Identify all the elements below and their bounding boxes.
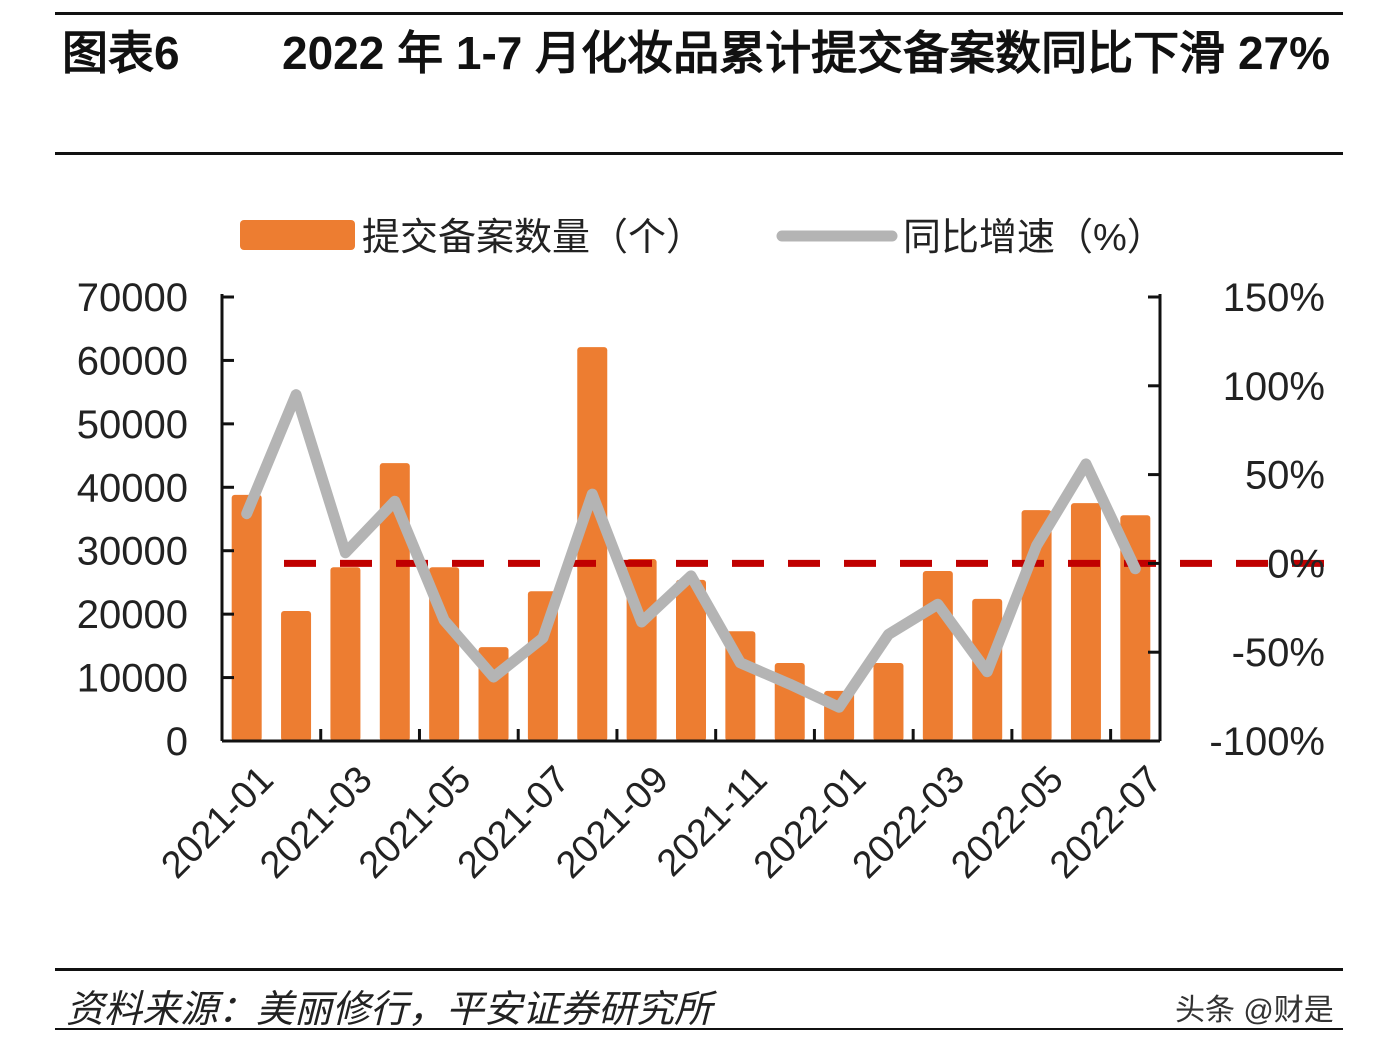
right-tick-label: -100% bbox=[1209, 720, 1325, 764]
left-tick-label: 70000 bbox=[77, 276, 188, 320]
growth-point-2021-09 bbox=[640, 621, 643, 624]
left-tick-label: 50000 bbox=[77, 403, 188, 447]
source-note: 资料来源：美丽修行，平安证券研究所 bbox=[66, 989, 713, 1031]
growth-point-2022-02 bbox=[887, 633, 890, 636]
legend-line-label: 同比增速（%） bbox=[903, 217, 1165, 259]
growth-point-2021-10 bbox=[690, 574, 692, 577]
left-tick-label: 0 bbox=[166, 720, 188, 764]
growth-point-2022-06 bbox=[1084, 462, 1087, 465]
growth-point-2021-08 bbox=[591, 493, 594, 496]
top-rule bbox=[55, 12, 1343, 15]
growth-point-2022-04 bbox=[986, 670, 989, 673]
source-rule bbox=[55, 968, 1343, 971]
bar-2021-03 bbox=[330, 567, 361, 741]
growth-point-2022-03 bbox=[936, 603, 939, 606]
bar-2022-03 bbox=[922, 571, 953, 741]
growth-point-2021-07 bbox=[541, 636, 544, 639]
right-tick-label: 0% bbox=[1267, 542, 1325, 586]
growth-point-2021-01 bbox=[245, 512, 248, 515]
bar-2022-07 bbox=[1120, 515, 1151, 741]
growth-point-2021-12 bbox=[788, 683, 791, 686]
left-tick-label: 40000 bbox=[77, 466, 188, 510]
legend-bar-swatch bbox=[240, 220, 355, 250]
bar-2021-02 bbox=[281, 610, 312, 741]
growth-point-2022-01 bbox=[838, 706, 841, 709]
x-tick-label: 2022-07 bbox=[1042, 758, 1170, 886]
x-tick-label: 2021-09 bbox=[548, 758, 676, 886]
watermark: 头条 @财是 bbox=[1175, 994, 1334, 1027]
growth-point-2021-03 bbox=[344, 551, 347, 554]
growth-point-2021-06 bbox=[492, 676, 495, 679]
growth-point-2021-05 bbox=[443, 619, 446, 622]
bar-2022-06 bbox=[1070, 503, 1101, 741]
growth-point-2021-11 bbox=[739, 661, 742, 664]
bar-2022-02 bbox=[873, 662, 904, 741]
right-tick-label: -50% bbox=[1232, 631, 1325, 675]
legend-bar-label: 提交备案数量（个） bbox=[362, 217, 704, 259]
growth-point-2021-02 bbox=[295, 393, 298, 396]
right-tick-label: 150% bbox=[1223, 276, 1325, 320]
bar-2021-01 bbox=[231, 494, 262, 741]
right-tick-label: 50% bbox=[1245, 454, 1325, 498]
left-tick-label: 60000 bbox=[77, 339, 188, 383]
left-tick-label: 30000 bbox=[77, 530, 188, 574]
title-text: 2022 年 1-7 月化妆品累计提交备案数同比下滑 27% bbox=[282, 27, 1331, 79]
bottom-rule bbox=[55, 1028, 1343, 1030]
title-rule bbox=[55, 152, 1343, 155]
growth-point-2021-04 bbox=[393, 500, 396, 503]
left-tick-label: 10000 bbox=[77, 657, 188, 701]
bar-2021-10 bbox=[676, 579, 706, 741]
growth-point-2022-05 bbox=[1035, 544, 1038, 547]
chart-title: 图表6 2022 年 1-7 月化妆品累计提交备案数同比下滑 27% bbox=[62, 22, 1352, 84]
right-tick-label: 100% bbox=[1223, 365, 1325, 409]
bar-2021-08 bbox=[577, 347, 608, 741]
figure-label: 图表6 bbox=[62, 27, 180, 79]
left-tick-label: 20000 bbox=[77, 593, 188, 637]
growth-point-2022-07 bbox=[1134, 567, 1137, 570]
